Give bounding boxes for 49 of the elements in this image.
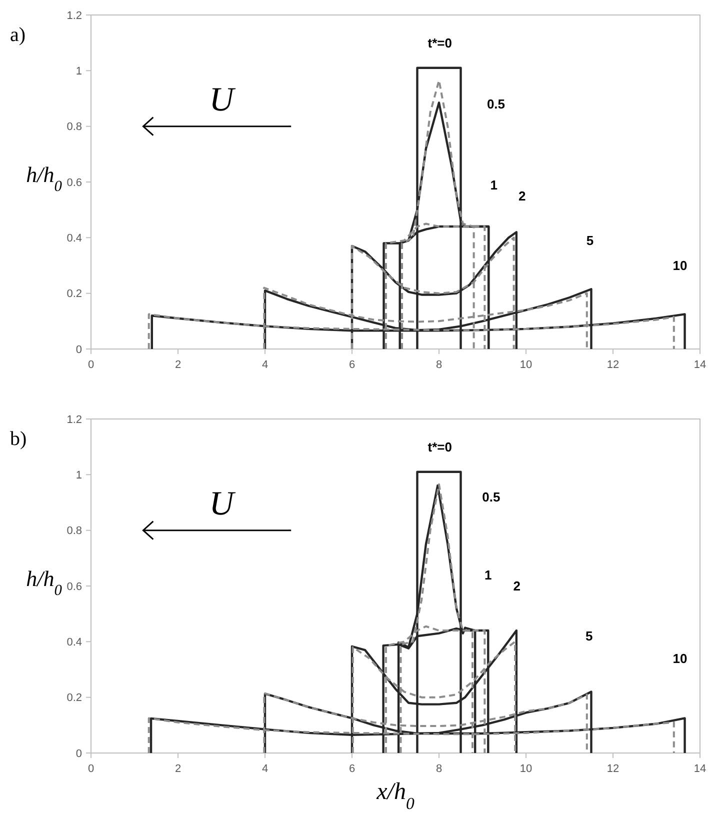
y-tick-label: 0.8 <box>66 525 82 538</box>
annotation: U <box>209 81 236 118</box>
annotation: 1 <box>490 177 498 192</box>
x-tick-label: 2 <box>174 763 182 775</box>
annotation: t*=0 <box>428 439 452 454</box>
annotation: 1 <box>484 567 492 582</box>
x-tick-label: 0 <box>88 763 94 775</box>
y-tick-label: 0.6 <box>66 580 82 593</box>
annotation: 5 <box>586 233 594 248</box>
x-tick-label: 10 <box>520 359 532 371</box>
y-tick-label: 0 <box>76 748 82 760</box>
y-tick-label: 0.2 <box>66 692 82 704</box>
annotation: 10 <box>672 258 688 274</box>
text: a) <box>10 24 26 46</box>
x-axis-title: x/h$_{0}$ <box>376 779 415 812</box>
x-tick-label: 0 <box>88 359 94 371</box>
x-tick-label: 14 <box>694 359 706 371</box>
annotation: U <box>209 485 236 522</box>
y-axis-title: h/h$_{0}$ <box>26 566 62 598</box>
annotation: 0.5 <box>482 489 500 504</box>
y-tick-label: 1 <box>76 470 82 482</box>
x-tick-label: 6 <box>348 763 356 775</box>
annotation: 0.5 <box>486 96 506 112</box>
y-tick-label: 1 <box>76 66 82 78</box>
x-tick-label: 6 <box>348 359 356 371</box>
x-tick-label: 10 <box>520 763 532 775</box>
x-tick-label: 8 <box>436 763 442 775</box>
y-tick-label: 0.6 <box>66 176 82 189</box>
y-tick-label: 1.2 <box>66 414 82 426</box>
annotation: 2 <box>518 188 526 204</box>
y-axis-title: h/h$_{0}$ <box>26 162 62 194</box>
y-tick-label: 1.2 <box>66 10 82 22</box>
x-tick-label: 12 <box>606 763 620 775</box>
annotation: t*=0 <box>428 35 452 50</box>
x-tick-label: 4 <box>262 359 268 371</box>
x-tick-label: 8 <box>436 359 442 371</box>
annotation: 2 <box>513 578 520 594</box>
x-tick-label: 14 <box>694 763 706 775</box>
annotation: 10 <box>672 650 688 666</box>
y-tick-label: 0.2 <box>66 288 82 300</box>
x-tick-label: 4 <box>262 763 268 775</box>
text: b) <box>10 428 27 450</box>
y-tick-label: 0.8 <box>66 121 82 134</box>
x-tick-label: 2 <box>174 359 182 371</box>
y-tick-label: 0.4 <box>66 636 82 649</box>
x-tick-label: 12 <box>606 359 620 371</box>
annotation: 5 <box>585 628 593 644</box>
y-tick-label: 0.4 <box>66 232 82 245</box>
y-tick-label: 0 <box>76 344 82 356</box>
